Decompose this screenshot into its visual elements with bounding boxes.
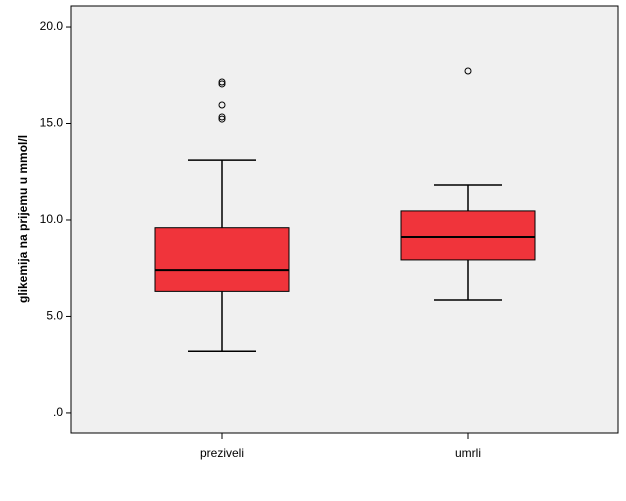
outlier	[218, 115, 226, 123]
x-tick-label: preziveli	[200, 446, 244, 460]
outlier	[218, 78, 226, 86]
x-tick-label: umrli	[455, 446, 481, 460]
y-tick-label: 5.0	[46, 309, 63, 323]
y-axis-label: glikemija na prijemu u mmol/l	[16, 135, 30, 303]
box	[400, 210, 536, 261]
y-tick-label: 15.0	[40, 116, 64, 130]
outlier	[218, 80, 226, 88]
y-tick-label: .0	[53, 405, 63, 419]
box	[154, 227, 290, 292]
y-tick-label: 20.0	[40, 19, 64, 33]
plot-area	[70, 5, 619, 434]
outlier	[464, 67, 472, 75]
outlier	[218, 113, 226, 121]
outlier	[218, 101, 226, 109]
y-tick-label: 10.0	[40, 212, 64, 226]
